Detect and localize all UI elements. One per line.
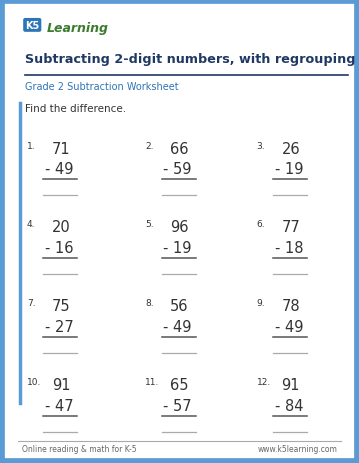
Text: 77: 77 — [281, 220, 300, 235]
Text: 96: 96 — [170, 220, 189, 235]
Text: www.k5learning.com: www.k5learning.com — [258, 444, 337, 452]
Text: 91: 91 — [281, 377, 300, 392]
Text: 2.: 2. — [145, 141, 154, 150]
Text: 66: 66 — [170, 141, 189, 156]
Text: 26: 26 — [281, 141, 300, 156]
Text: 10.: 10. — [27, 377, 41, 386]
Text: 56: 56 — [170, 299, 189, 313]
Text: 71: 71 — [52, 141, 70, 156]
Text: 7.: 7. — [27, 299, 36, 307]
Text: - 18: - 18 — [275, 241, 303, 256]
Text: - 49: - 49 — [275, 319, 303, 334]
Text: - 84: - 84 — [275, 398, 303, 413]
Text: 8.: 8. — [145, 299, 154, 307]
Text: 75: 75 — [52, 299, 70, 313]
Text: Grade 2 Subtraction Worksheet: Grade 2 Subtraction Worksheet — [25, 82, 179, 92]
Text: - 19: - 19 — [275, 162, 303, 177]
Text: 20: 20 — [52, 220, 70, 235]
Text: - 16: - 16 — [45, 241, 73, 256]
Text: 12.: 12. — [257, 377, 271, 386]
Text: Find the difference.: Find the difference. — [25, 104, 126, 114]
Text: 9.: 9. — [257, 299, 265, 307]
Text: 91: 91 — [52, 377, 70, 392]
Text: 65: 65 — [170, 377, 189, 392]
Text: 6.: 6. — [257, 220, 265, 229]
Text: - 47: - 47 — [45, 398, 74, 413]
Text: 11.: 11. — [145, 377, 160, 386]
Text: - 27: - 27 — [45, 319, 74, 334]
Text: Subtracting 2-digit numbers, with regrouping: Subtracting 2-digit numbers, with regrou… — [25, 53, 356, 66]
Text: K5: K5 — [25, 21, 39, 31]
Text: 3.: 3. — [257, 141, 265, 150]
Text: - 57: - 57 — [163, 398, 192, 413]
Text: Online reading & math for K-5: Online reading & math for K-5 — [22, 444, 136, 452]
Text: Learning: Learning — [47, 22, 109, 35]
Text: - 49: - 49 — [45, 162, 73, 177]
Text: - 49: - 49 — [163, 319, 192, 334]
Text: - 19: - 19 — [163, 241, 192, 256]
Text: 5.: 5. — [145, 220, 154, 229]
Text: 4.: 4. — [27, 220, 36, 229]
Text: 78: 78 — [281, 299, 300, 313]
Text: - 59: - 59 — [163, 162, 192, 177]
Text: 1.: 1. — [27, 141, 36, 150]
